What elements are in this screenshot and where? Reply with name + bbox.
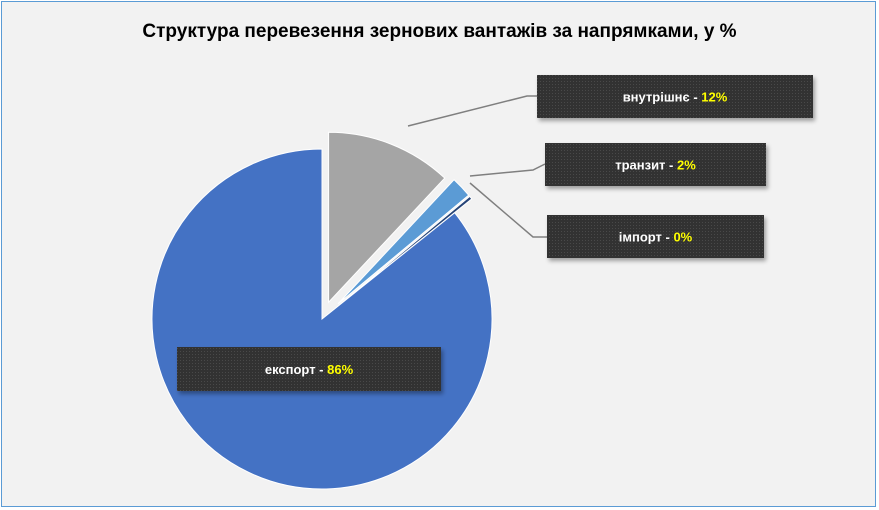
data-label-1: внутрішнє - 12% [537, 75, 813, 118]
data-label-0: експорт - 86% [177, 347, 441, 391]
data-label-text-3: імпорт - 0% [619, 230, 693, 245]
data-label-box-3 [547, 215, 764, 258]
pie-slice-2 [337, 179, 470, 305]
data-label-box-0 [177, 347, 441, 391]
leader-line-1 [407, 95, 537, 127]
data-label-name-0: експорт - [265, 362, 327, 377]
data-label-name-1: внутрішнє - [623, 90, 702, 105]
data-label-box-1 [537, 75, 813, 118]
leader-line-3 [469, 182, 547, 238]
data-label-text-2: транзит - 2% [615, 158, 696, 173]
pie-slice-0 [151, 148, 493, 490]
data-label-value-0: 86% [327, 362, 353, 377]
data-label-value-2: 2% [677, 158, 696, 173]
data-label-2: транзит - 2% [545, 143, 766, 186]
chart-title: Структура перевезення зернових вантажів … [142, 21, 737, 42]
data-label-box-2 [545, 143, 766, 186]
data-label-name-3: імпорт - [619, 230, 674, 245]
data-label-text-0: експорт - 86% [265, 362, 354, 377]
data-label-name-2: транзит - [615, 158, 677, 173]
data-label-text-1: внутрішнє - 12% [623, 90, 728, 105]
data-label-3: імпорт - 0% [547, 215, 764, 258]
pie-slice-3 [338, 195, 473, 306]
pie-slice-1 [328, 131, 446, 304]
data-label-value-3: 0% [673, 230, 692, 245]
leader-line-2 [469, 163, 546, 177]
data-label-value-1: 12% [701, 90, 727, 105]
